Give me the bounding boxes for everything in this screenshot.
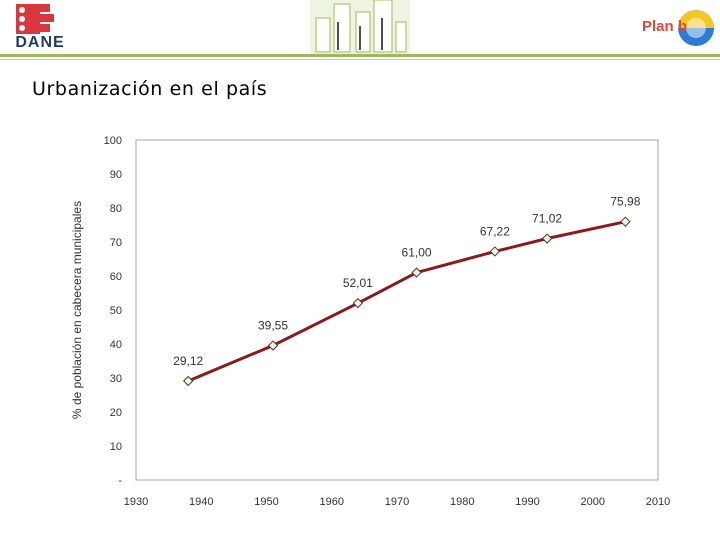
data-label: 39,55 (258, 319, 288, 333)
data-label: 29,12 (173, 354, 203, 368)
data-point-marker (267, 340, 279, 351)
x-tick-label: 1960 (320, 496, 344, 508)
plot-area (135, 139, 659, 481)
dane-logo (16, 4, 54, 34)
y-tick-label: 60 (110, 271, 122, 283)
page-title: Urbanización en el país (32, 78, 268, 100)
header-divider (0, 54, 720, 57)
y-tick-label: - (118, 475, 122, 487)
y-tick-label: 100 (104, 135, 122, 147)
building-graphic (310, 0, 410, 54)
x-tick-label: 2010 (646, 496, 670, 508)
plan-b-logo-text: Plan b (642, 18, 688, 35)
data-label: 52,01 (343, 276, 373, 290)
x-tick-label: 1970 (385, 496, 409, 508)
x-tick-label: 2000 (581, 496, 605, 508)
y-tick-label: 20 (110, 407, 122, 419)
y-tick-label: 50 (110, 305, 122, 317)
data-point-marker (182, 375, 194, 387)
data-point-marker (489, 246, 501, 257)
data-label: 61,00 (402, 246, 432, 260)
header-divider-thin (0, 59, 720, 60)
x-tick-label: 1940 (189, 496, 213, 508)
data-label: 75,98 (610, 195, 640, 209)
y-tick-label: 40 (110, 339, 122, 351)
y-tick-label: 80 (110, 203, 122, 215)
series-layer: 29,12 39,55 52,01 61,00 67,22 71,02 75,98 (173, 195, 641, 387)
y-axis-ticks: - 10 20 30 40 50 60 70 80 90 100 (104, 135, 123, 487)
data-label: 67,22 (480, 224, 510, 238)
x-tick-label: 1950 (254, 496, 278, 508)
x-axis-ticks: 1930 1940 1950 1960 1970 1980 1990 2000 2010 (124, 496, 670, 508)
x-tick-label: 1930 (124, 496, 148, 508)
plan-b-logo (678, 10, 714, 46)
data-point-marker (411, 267, 422, 278)
y-tick-label: 70 (110, 237, 122, 249)
dane-logo-text: DANE (15, 34, 65, 51)
data-point-marker (352, 297, 364, 309)
y-axis-label: % de población en cabecera municipales (70, 201, 84, 419)
urbanization-line-chart: % de población en cabecera municipales -… (70, 135, 670, 508)
x-tick-label: 1980 (450, 496, 474, 508)
x-tick-label: 1990 (515, 496, 539, 508)
y-tick-label: 30 (110, 373, 122, 385)
y-tick-label: 90 (110, 169, 122, 181)
data-label: 71,02 (532, 212, 562, 226)
y-tick-label: 10 (110, 441, 122, 453)
data-point-marker (541, 233, 553, 244)
data-point-marker (620, 216, 631, 227)
